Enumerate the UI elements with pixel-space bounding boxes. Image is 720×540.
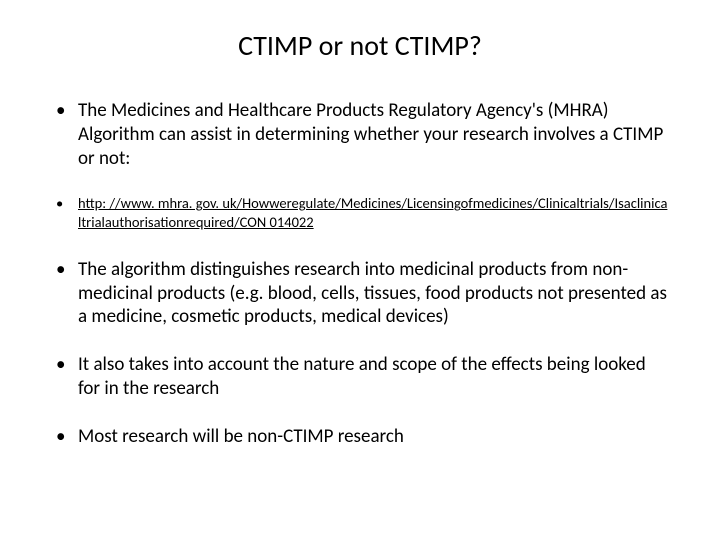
bullet-text-4: It also takes into account the nature an… bbox=[78, 353, 646, 400]
bullet-item-1: The Medicines and Healthcare Products Re… bbox=[50, 99, 670, 170]
bullet-list: The Medicines and Healthcare Products Re… bbox=[50, 99, 670, 448]
bullet-item-5: Most research will be non-CTIMP research bbox=[50, 425, 670, 449]
bullet-item-3: The algorithm distinguishes research int… bbox=[50, 258, 670, 329]
bullet-text-3: The algorithm distinguishes research int… bbox=[78, 258, 667, 329]
bullet-text-5: Most research will be non-CTIMP research bbox=[78, 425, 404, 448]
slide-container: CTIMP or not CTIMP? The Medicines and He… bbox=[0, 0, 720, 540]
mhra-link[interactable]: http: //www. mhra. gov. uk/Howweregulate… bbox=[78, 194, 667, 231]
bullet-text-1: The Medicines and Healthcare Products Re… bbox=[78, 99, 663, 170]
bullet-item-2: http: //www. mhra. gov. uk/Howweregulate… bbox=[50, 194, 670, 232]
slide-title: CTIMP or not CTIMP? bbox=[50, 28, 670, 63]
bullet-item-4: It also takes into account the nature an… bbox=[50, 353, 670, 401]
